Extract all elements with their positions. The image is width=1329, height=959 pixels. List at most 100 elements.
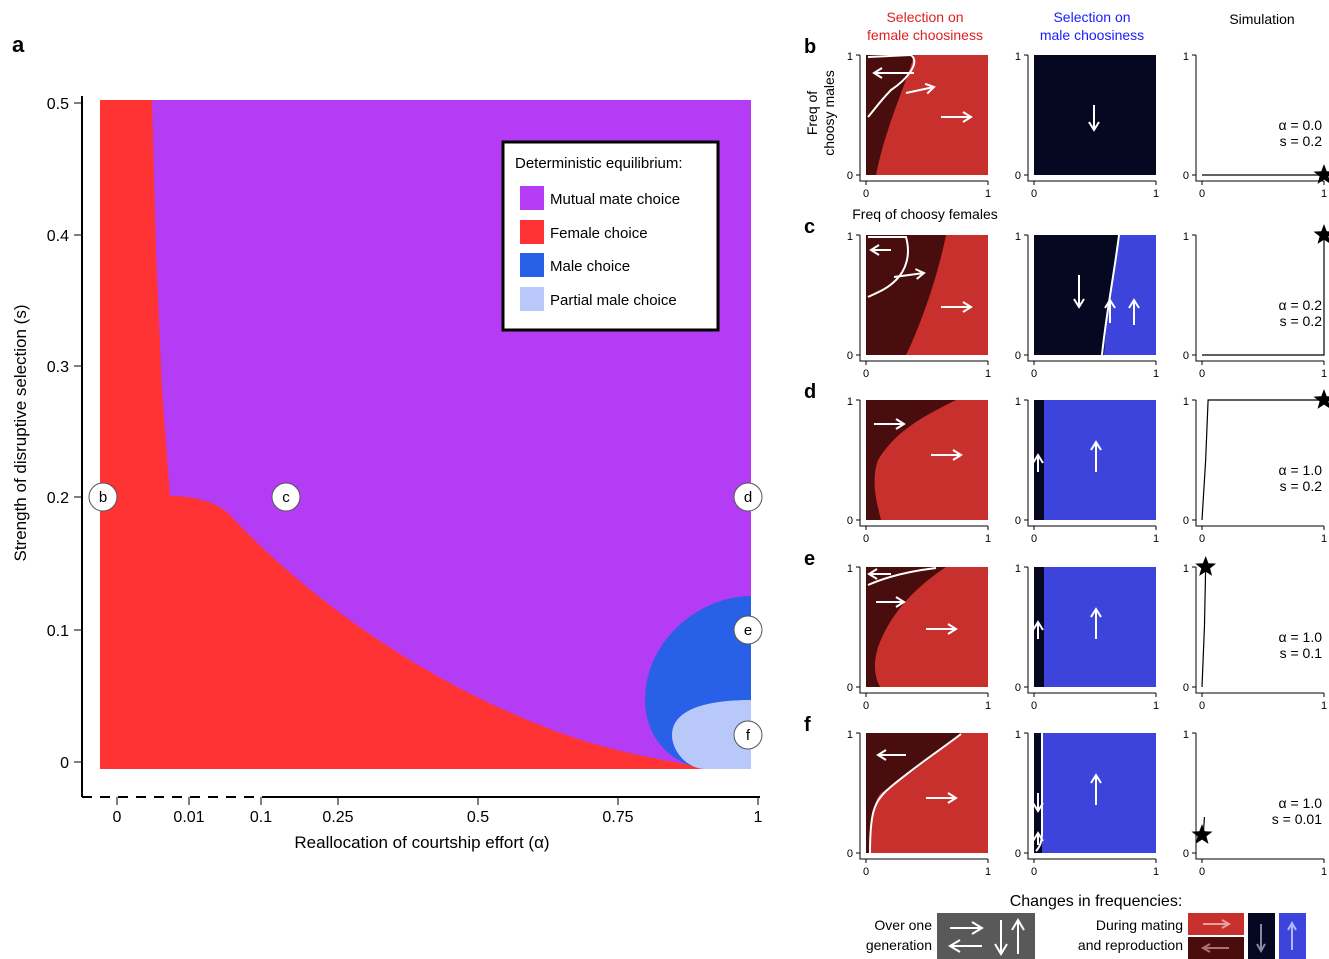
- selection-arrow: [1090, 773, 1102, 805]
- tick-label: 1: [1321, 188, 1327, 200]
- x-tick-label: 0.01: [173, 809, 204, 826]
- alpha-annotation: α = 1.0: [1278, 462, 1322, 478]
- panel-a-markers: b c d e f: [88, 482, 763, 750]
- simulation-panel-c: α = 0.2s = 0.2 1 00 1: [1183, 224, 1329, 380]
- legend-label-female: Female choice: [550, 225, 648, 242]
- female-negative-region: [866, 235, 946, 355]
- panel-axes: [1195, 235, 1324, 362]
- selection-arrow: [1090, 607, 1102, 639]
- female-selection-panel-b: 1 00 1: [847, 51, 991, 200]
- during-line2: and reproduction: [1078, 937, 1183, 953]
- arrow-left-faint-icon: [1200, 943, 1229, 953]
- tick-label: 0: [863, 700, 869, 712]
- tick-label: 1: [847, 51, 853, 63]
- header-simulation: Simulation: [1229, 11, 1294, 27]
- x-axis-label: Reallocation of courtship effort (α): [294, 833, 549, 852]
- selection-arrow: [893, 268, 926, 280]
- panel-axes: [1027, 55, 1156, 182]
- female-selection-panel-f: 1 00 1: [847, 729, 991, 878]
- panel-axes: [859, 400, 988, 527]
- selection-arrow: [869, 244, 891, 256]
- selection-arrow: [1128, 298, 1140, 325]
- x-tick-label: 0.5: [467, 809, 489, 826]
- tick-label: 0: [1199, 188, 1205, 200]
- marker-f-circle: [733, 720, 763, 750]
- x-title-freq-females: Freq of choosy females: [852, 206, 998, 222]
- tick-label: 1: [985, 866, 991, 878]
- tick-label: 0: [1199, 533, 1205, 545]
- tick-label: 1: [1321, 866, 1327, 878]
- tick-label: 0: [847, 350, 853, 362]
- s-annotation: s = 0.2: [1280, 478, 1323, 494]
- legend-swatch-female: [520, 220, 544, 244]
- legend-title: Deterministic equilibrium:: [515, 155, 683, 172]
- panel-letter-c: c: [804, 216, 815, 238]
- y-title-freq-males-2: choosy males: [821, 70, 837, 156]
- tick-label: 1: [985, 533, 991, 545]
- male-selection-panel-d: 1 00 1: [1015, 396, 1159, 545]
- y-tick-label: 0: [60, 755, 69, 772]
- selection-arrow: [867, 568, 891, 580]
- s-annotation: s = 0.01: [1272, 811, 1322, 827]
- female-selection-panel-c: 1 00 1: [847, 231, 991, 380]
- tick-label: 0: [1031, 368, 1037, 380]
- tick-label: 1: [1153, 700, 1159, 712]
- female-selection-panel-e: 1 00 1: [847, 563, 991, 712]
- marker-b-circle: [88, 482, 118, 512]
- marker-c-circle: [271, 482, 301, 512]
- female-negative-region: [866, 400, 956, 520]
- panel-letter-e: e: [804, 548, 815, 570]
- tick-label: 1: [1015, 51, 1021, 63]
- selection-arrow: [1032, 793, 1044, 813]
- tick-label: 1: [1153, 368, 1159, 380]
- simulation-panel-d: α = 1.0s = 0.2 1 00 1: [1183, 389, 1329, 545]
- arrow-right-faint-icon: [1203, 919, 1232, 929]
- alpha-annotation: α = 0.2: [1278, 297, 1322, 313]
- tick-label: 1: [985, 700, 991, 712]
- tick-label: 1: [1153, 533, 1159, 545]
- unstable-boundary: [867, 53, 916, 118]
- marker-c-label: c: [282, 489, 290, 506]
- equilibrium-star-icon: [1313, 224, 1329, 244]
- tick-label: 0: [1015, 515, 1021, 527]
- header-male-line1: Selection on: [1053, 9, 1130, 25]
- x-tick-label: 0.1: [250, 809, 272, 826]
- tick-label: 0: [847, 170, 853, 182]
- selection-arrow: [876, 596, 906, 608]
- tick-label: 0: [1015, 848, 1021, 860]
- header-male-line2: male choosiness: [1040, 27, 1144, 43]
- arrow-down-faint-icon: [1256, 924, 1266, 954]
- y-tick-label: 0.1: [47, 623, 69, 640]
- marker-e-circle: [733, 615, 763, 645]
- trajectory-line: [1201, 566, 1207, 688]
- y-tick-label: 0.5: [47, 96, 69, 113]
- tick-label: 1: [1183, 51, 1189, 63]
- tick-label: 1: [847, 563, 853, 575]
- equilibrium-star-icon: [1313, 164, 1329, 184]
- panel-axes: [1195, 55, 1324, 182]
- selection-arrow: [1073, 275, 1085, 309]
- legend-label-male: Male choice: [550, 258, 630, 275]
- legend-swatch-partial: [520, 287, 544, 311]
- tick-label: 1: [1321, 533, 1327, 545]
- alpha-annotation: α = 0.0: [1278, 117, 1322, 133]
- y-axis-label: Strength of disruptive selection (s): [11, 304, 30, 561]
- tick-label: 0: [1183, 848, 1189, 860]
- y-tick-label: 0.2: [47, 490, 69, 507]
- region-partial-male-choice: [672, 700, 751, 769]
- unstable-boundary: [867, 567, 937, 586]
- selection-arrow: [941, 111, 973, 123]
- panel-letter-d: d: [804, 381, 816, 403]
- alpha-annotation: α = 1.0: [1278, 629, 1322, 645]
- panel-axes: [1027, 733, 1156, 860]
- over-one-icon: [937, 913, 1035, 959]
- tick-label: 1: [1153, 866, 1159, 878]
- selection-arrow: [1104, 298, 1116, 323]
- tick-label: 0: [847, 848, 853, 860]
- panel-axes: [1027, 400, 1156, 527]
- male-selection-panel-c: 1 00 1: [1015, 231, 1159, 380]
- panel-axes: [859, 733, 988, 860]
